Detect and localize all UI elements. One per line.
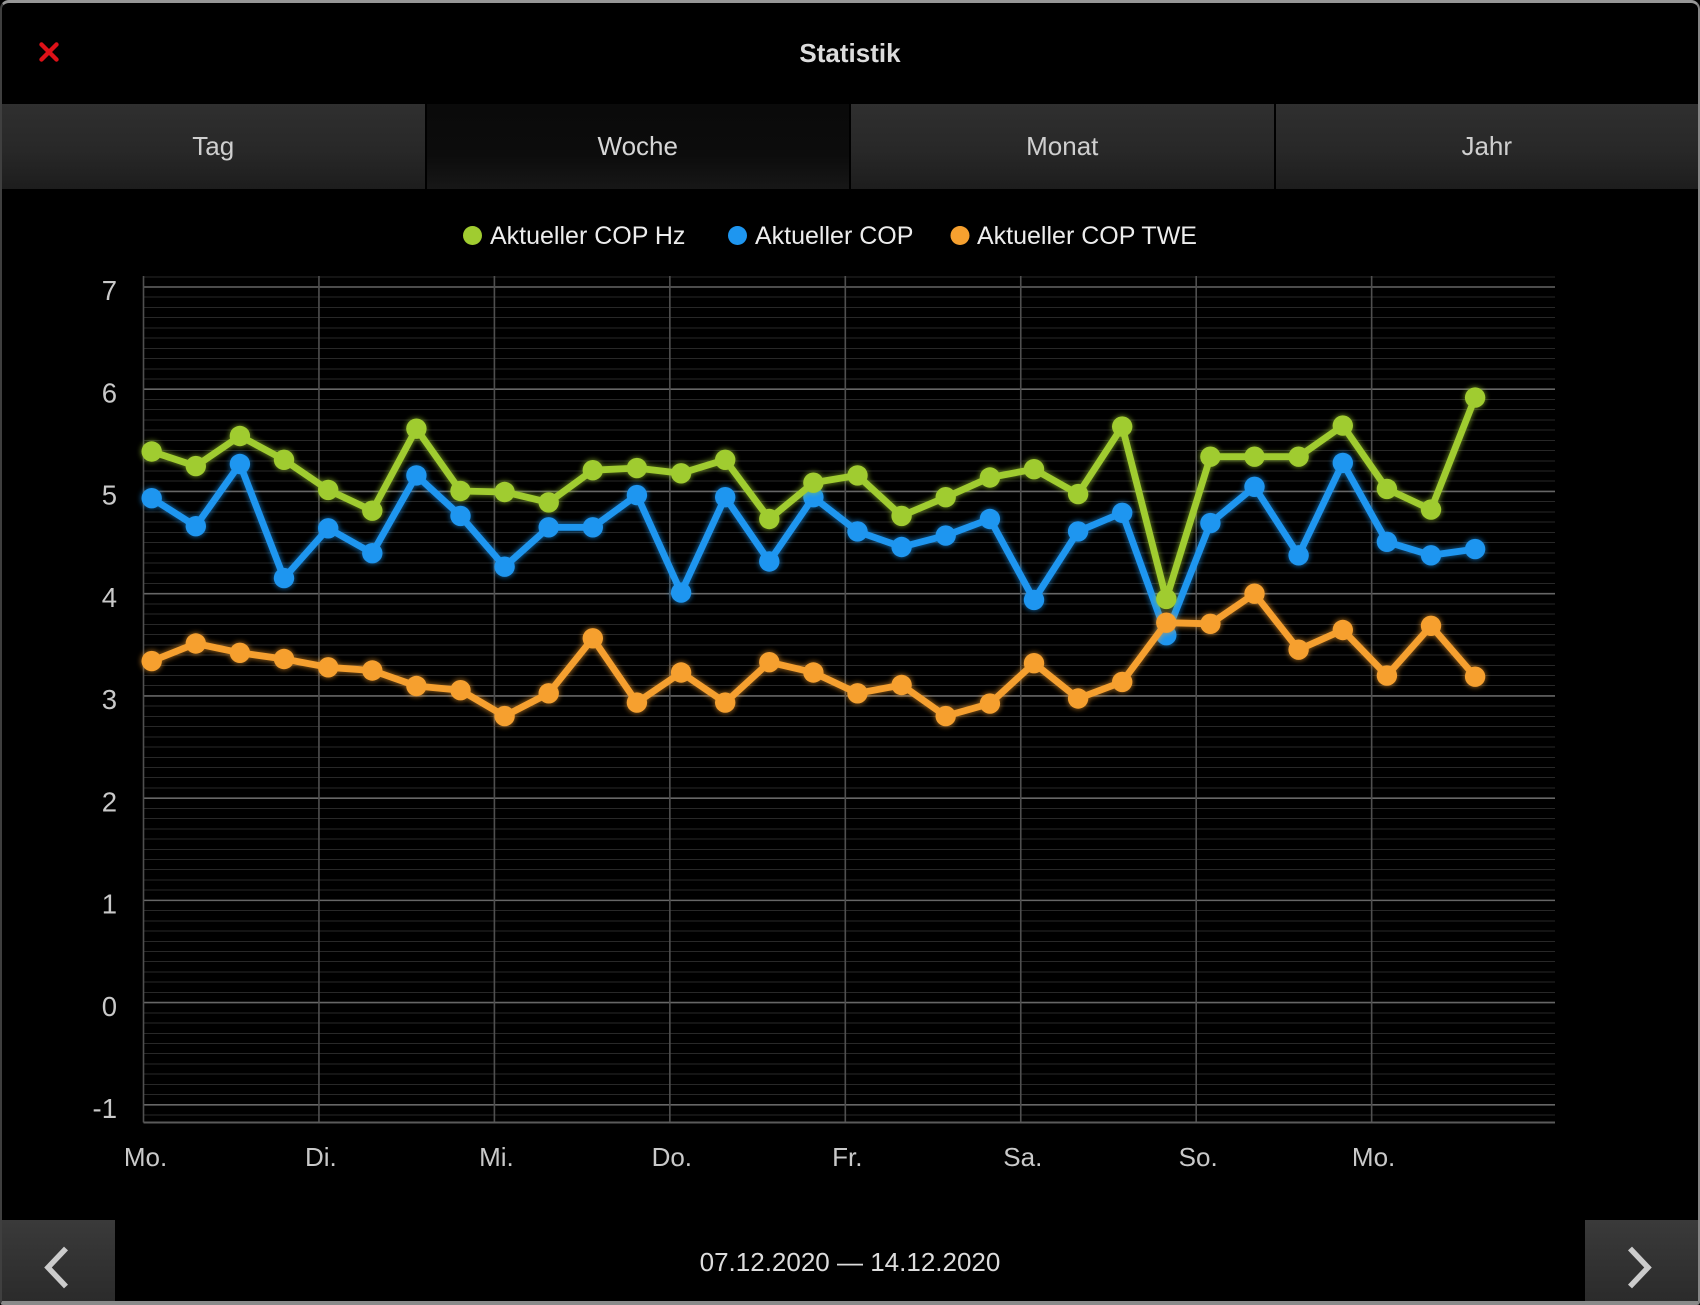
svg-text:0: 0 [102,991,117,1022]
svg-text:7: 7 [102,275,117,306]
svg-text:2: 2 [102,786,117,817]
svg-text:1: 1 [102,889,117,920]
svg-text:Do.: Do. [652,1142,692,1172]
svg-text:Mo.: Mo. [124,1142,167,1172]
svg-text:Mi.: Mi. [479,1142,514,1172]
svg-text:Di.: Di. [305,1142,337,1172]
svg-text:Aktueller COP: Aktueller COP [755,222,913,250]
svg-text:Aktueller COP Hz: Aktueller COP Hz [490,222,685,250]
svg-text:Mo.: Mo. [1352,1142,1395,1172]
svg-text:Fr.: Fr. [832,1142,862,1172]
svg-text:6: 6 [102,377,117,408]
svg-text:-1: -1 [93,1093,117,1124]
svg-text:Aktueller COP TWE: Aktueller COP TWE [977,222,1197,250]
svg-text:3: 3 [102,684,117,715]
svg-text:Sa.: Sa. [1003,1142,1042,1172]
svg-text:4: 4 [102,582,117,613]
svg-text:5: 5 [102,480,117,511]
svg-text:So.: So. [1179,1142,1218,1172]
